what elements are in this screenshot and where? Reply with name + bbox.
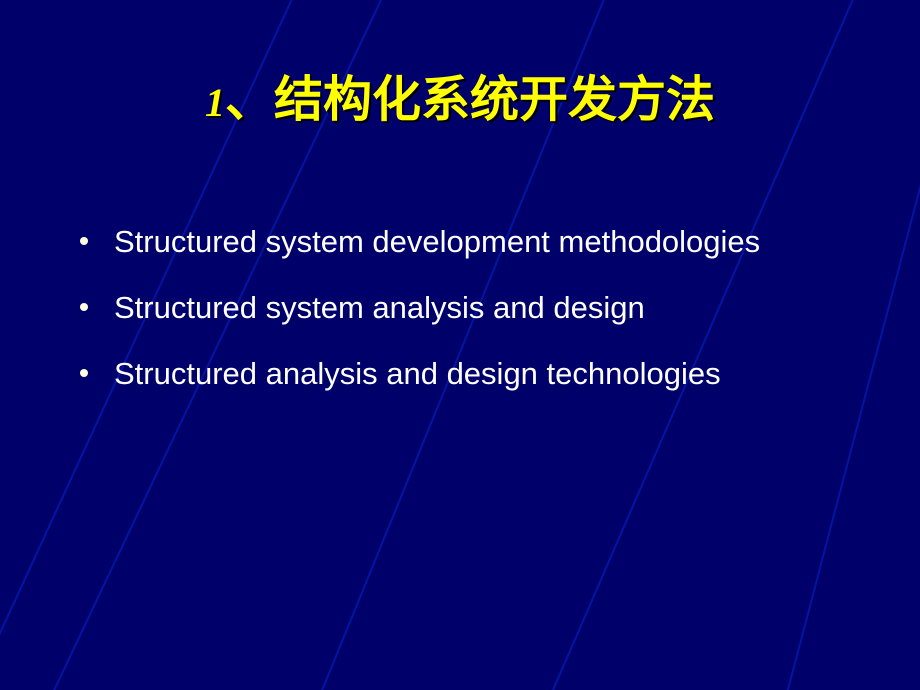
bullet-text: Structured analysis and design technolog…	[114, 353, 721, 395]
bullet-item: Structured system development methodolog…	[80, 221, 920, 263]
bullet-item: Structured analysis and design technolog…	[80, 353, 920, 395]
bullet-dot	[80, 303, 88, 311]
bullet-list: Structured system development methodolog…	[80, 221, 920, 395]
title-number: 1	[205, 80, 225, 125]
bullet-text: Structured system analysis and design	[114, 287, 645, 329]
bullet-item: Structured system analysis and design	[80, 287, 920, 329]
bullet-dot	[80, 369, 88, 377]
bullet-text: Structured system development methodolog…	[114, 221, 760, 263]
slide-content: 1、结构化系统开发方法 Structured system developmen…	[0, 0, 920, 690]
slide-title: 1、结构化系统开发方法	[0, 60, 920, 131]
title-text: 结构化系统开发方法	[274, 72, 715, 127]
bullet-dot	[80, 237, 88, 245]
title-separator: 、	[225, 72, 274, 127]
